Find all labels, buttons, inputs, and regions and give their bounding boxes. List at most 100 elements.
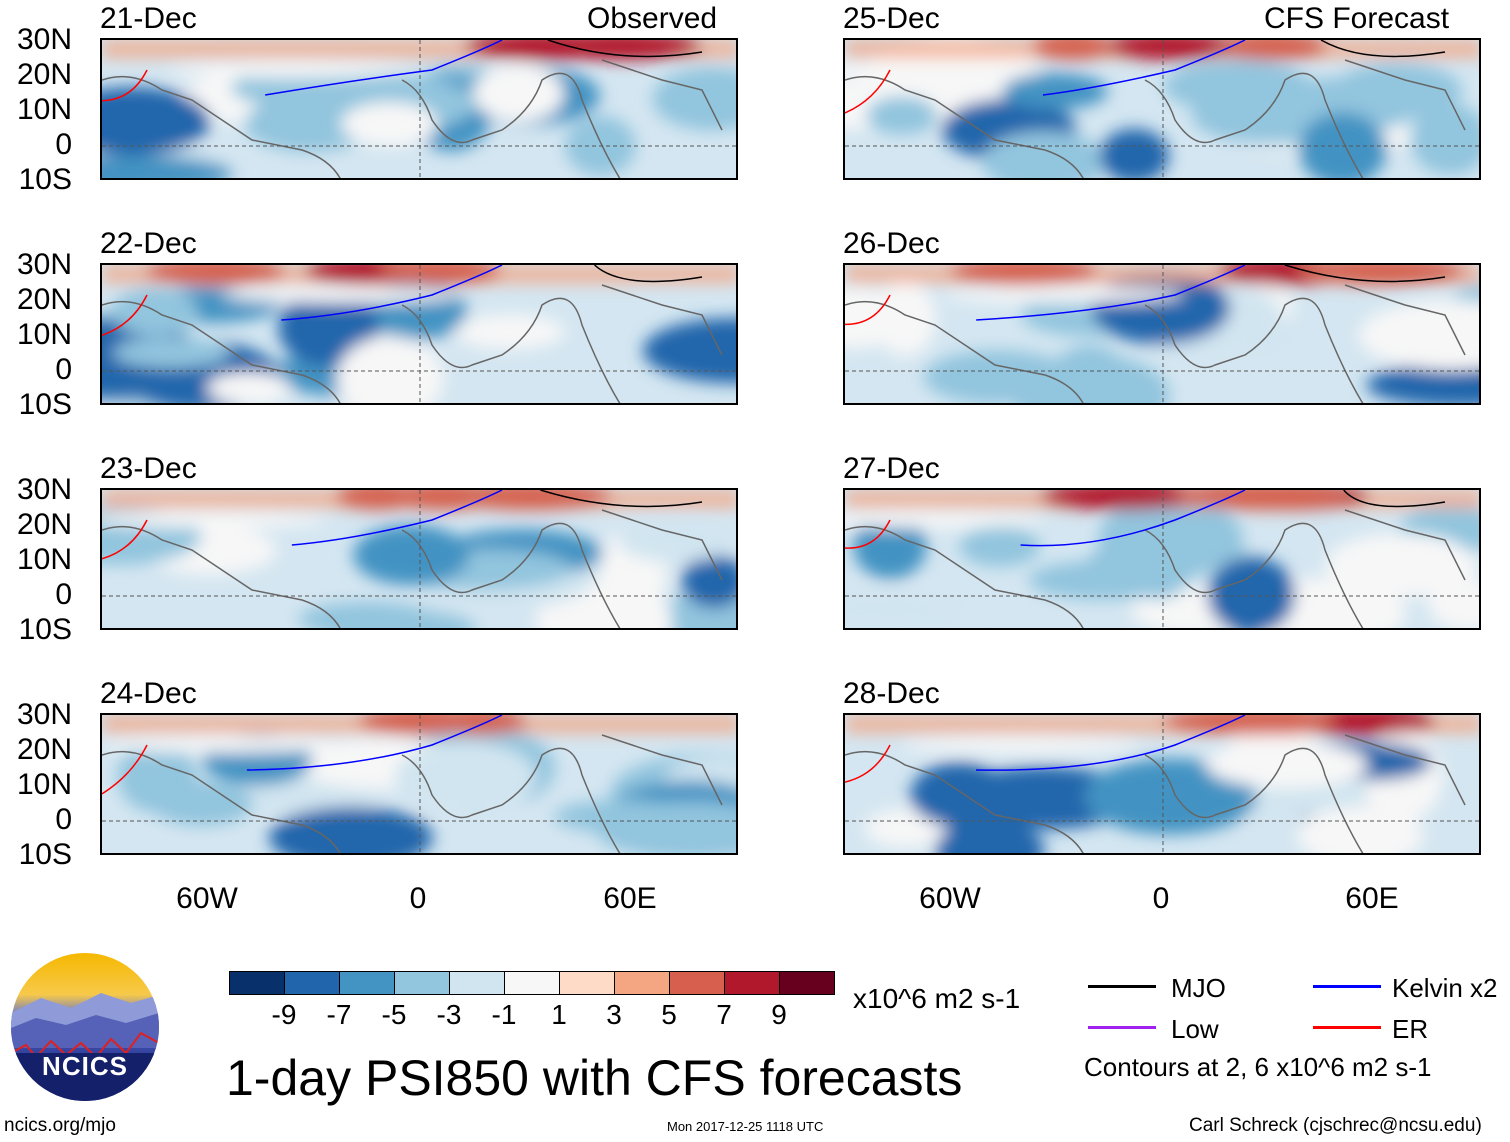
coastline	[845, 284, 1466, 403]
anomaly-blob	[353, 524, 470, 586]
mountains-icon	[11, 993, 159, 1101]
anomaly-blob	[1325, 533, 1478, 598]
kelvin-contour	[1020, 490, 1246, 547]
map-panel	[100, 263, 738, 405]
logo-text: NCICS	[42, 1051, 128, 1081]
colorbar-swatch	[725, 972, 780, 994]
y-tick: 10S	[18, 838, 72, 871]
anomaly-blob	[652, 67, 736, 131]
anomaly-blob	[536, 40, 703, 60]
anomaly-blob	[1028, 560, 1177, 600]
anomaly-blob	[102, 86, 211, 156]
footer-url[interactable]: ncics.org/mjo	[4, 1115, 116, 1136]
y-tick: 20N	[16, 58, 72, 91]
anomaly-blob	[642, 318, 736, 384]
anomaly-blob	[845, 590, 972, 628]
colorbar-swatch	[450, 972, 505, 994]
anomaly-blob	[1120, 537, 1248, 572]
anomaly-blob	[298, 601, 438, 628]
x-tick: 60W	[176, 882, 238, 915]
kelvin-contour	[976, 265, 1246, 321]
mjo-contour	[1320, 40, 1446, 58]
panel-date: 27-Dec	[843, 452, 940, 485]
anomaly-blob	[681, 554, 736, 609]
anomaly-blob	[1106, 40, 1231, 60]
anomaly-blob	[1047, 345, 1132, 403]
colorbar-label: -9	[271, 999, 297, 1030]
footer-author: Carl Schreck (cjschrec@ncsu.edu)	[1189, 1115, 1482, 1136]
anomaly-blob	[1001, 73, 1108, 110]
anomaly-blob	[102, 155, 232, 178]
panel-date: 25-Dec	[843, 2, 940, 35]
anomaly-blob	[111, 287, 198, 336]
map-panel	[843, 263, 1481, 405]
y-tick: 10S	[18, 613, 72, 646]
coastline	[845, 734, 1466, 853]
kelvin-contour	[291, 490, 503, 546]
anomaly-blob	[1039, 490, 1208, 510]
panel-date: 26-Dec	[843, 227, 940, 260]
y-tick: 20N	[16, 283, 72, 316]
mjo-contour	[540, 490, 703, 508]
legend-note: Contours at 2, 6 x10^6 m2 s-1	[1084, 1052, 1432, 1082]
er-contour	[845, 69, 891, 114]
panel-date: 22-Dec	[100, 227, 197, 260]
y-tick: 20N	[16, 733, 72, 766]
anomaly-blob	[112, 337, 231, 369]
legend-low-label: Low	[1171, 1014, 1219, 1044]
figure-title: 1-day PSI850 with CFS forecasts	[226, 1050, 963, 1106]
y-tick: 0	[55, 578, 72, 611]
colorbar-label: -5	[381, 999, 407, 1030]
er-contour	[845, 294, 891, 326]
legend-mjo-line	[1088, 985, 1156, 988]
er-contour	[845, 519, 891, 549]
anomaly-blob	[1358, 300, 1479, 371]
anomaly-blob	[1332, 63, 1463, 119]
colorbar-swatch	[340, 972, 395, 994]
colorbar-label: 5	[661, 999, 677, 1030]
legend-kelvin-label: Kelvin x2	[1392, 973, 1498, 1003]
kelvin-contour	[975, 715, 1246, 771]
y-tick: 10S	[18, 388, 72, 421]
map-panel	[100, 38, 738, 180]
anomaly-blob	[206, 371, 291, 403]
er-contour	[102, 744, 148, 795]
coastline	[845, 59, 1466, 178]
y-tick: 10N	[16, 93, 72, 126]
anomaly-blob	[853, 513, 927, 579]
mjo-contour	[594, 265, 703, 283]
anomaly-blob	[935, 822, 1046, 853]
anomaly-blob	[394, 741, 537, 812]
x-tick: 60E	[1345, 882, 1399, 915]
anomaly-blob	[472, 65, 565, 123]
colorbar-label: -1	[491, 999, 517, 1030]
header-observed: Observed	[587, 2, 718, 35]
coastline	[102, 284, 723, 403]
legend-er-label: ER	[1392, 1014, 1429, 1044]
map-panel	[843, 488, 1481, 630]
anomaly-blob	[1410, 104, 1479, 175]
anomaly-blob	[617, 518, 735, 563]
colorbar	[229, 971, 835, 995]
y-tick: 0	[55, 128, 72, 161]
y-tick: 20N	[16, 508, 72, 541]
anomaly-blob	[1298, 112, 1387, 178]
panel-date: 23-Dec	[100, 452, 197, 485]
kelvin-contour	[265, 40, 503, 96]
colorbar-swatch	[560, 972, 615, 994]
coastline	[102, 734, 723, 853]
footer-timestamp: Mon 2017-12-25 1118 UTC	[667, 1119, 824, 1134]
colorbar-swatch	[285, 972, 340, 994]
colorbar-swatch	[505, 972, 560, 994]
panel-date: 24-Dec	[100, 677, 197, 710]
anomaly-blob	[341, 101, 439, 147]
colorbar-label: 9	[771, 999, 787, 1030]
legend-mjo-label: MJO	[1171, 973, 1226, 1003]
ncics-logo[interactable]: NCICS	[11, 953, 159, 1101]
anomaly-blob	[454, 314, 565, 350]
y-tick: 0	[55, 803, 72, 836]
legend-kelvin-line	[1313, 985, 1381, 988]
panel-date: 28-Dec	[843, 677, 940, 710]
map-panel	[843, 38, 1481, 180]
colorbar-units: x10^6 m2 s-1	[853, 983, 1021, 1014]
